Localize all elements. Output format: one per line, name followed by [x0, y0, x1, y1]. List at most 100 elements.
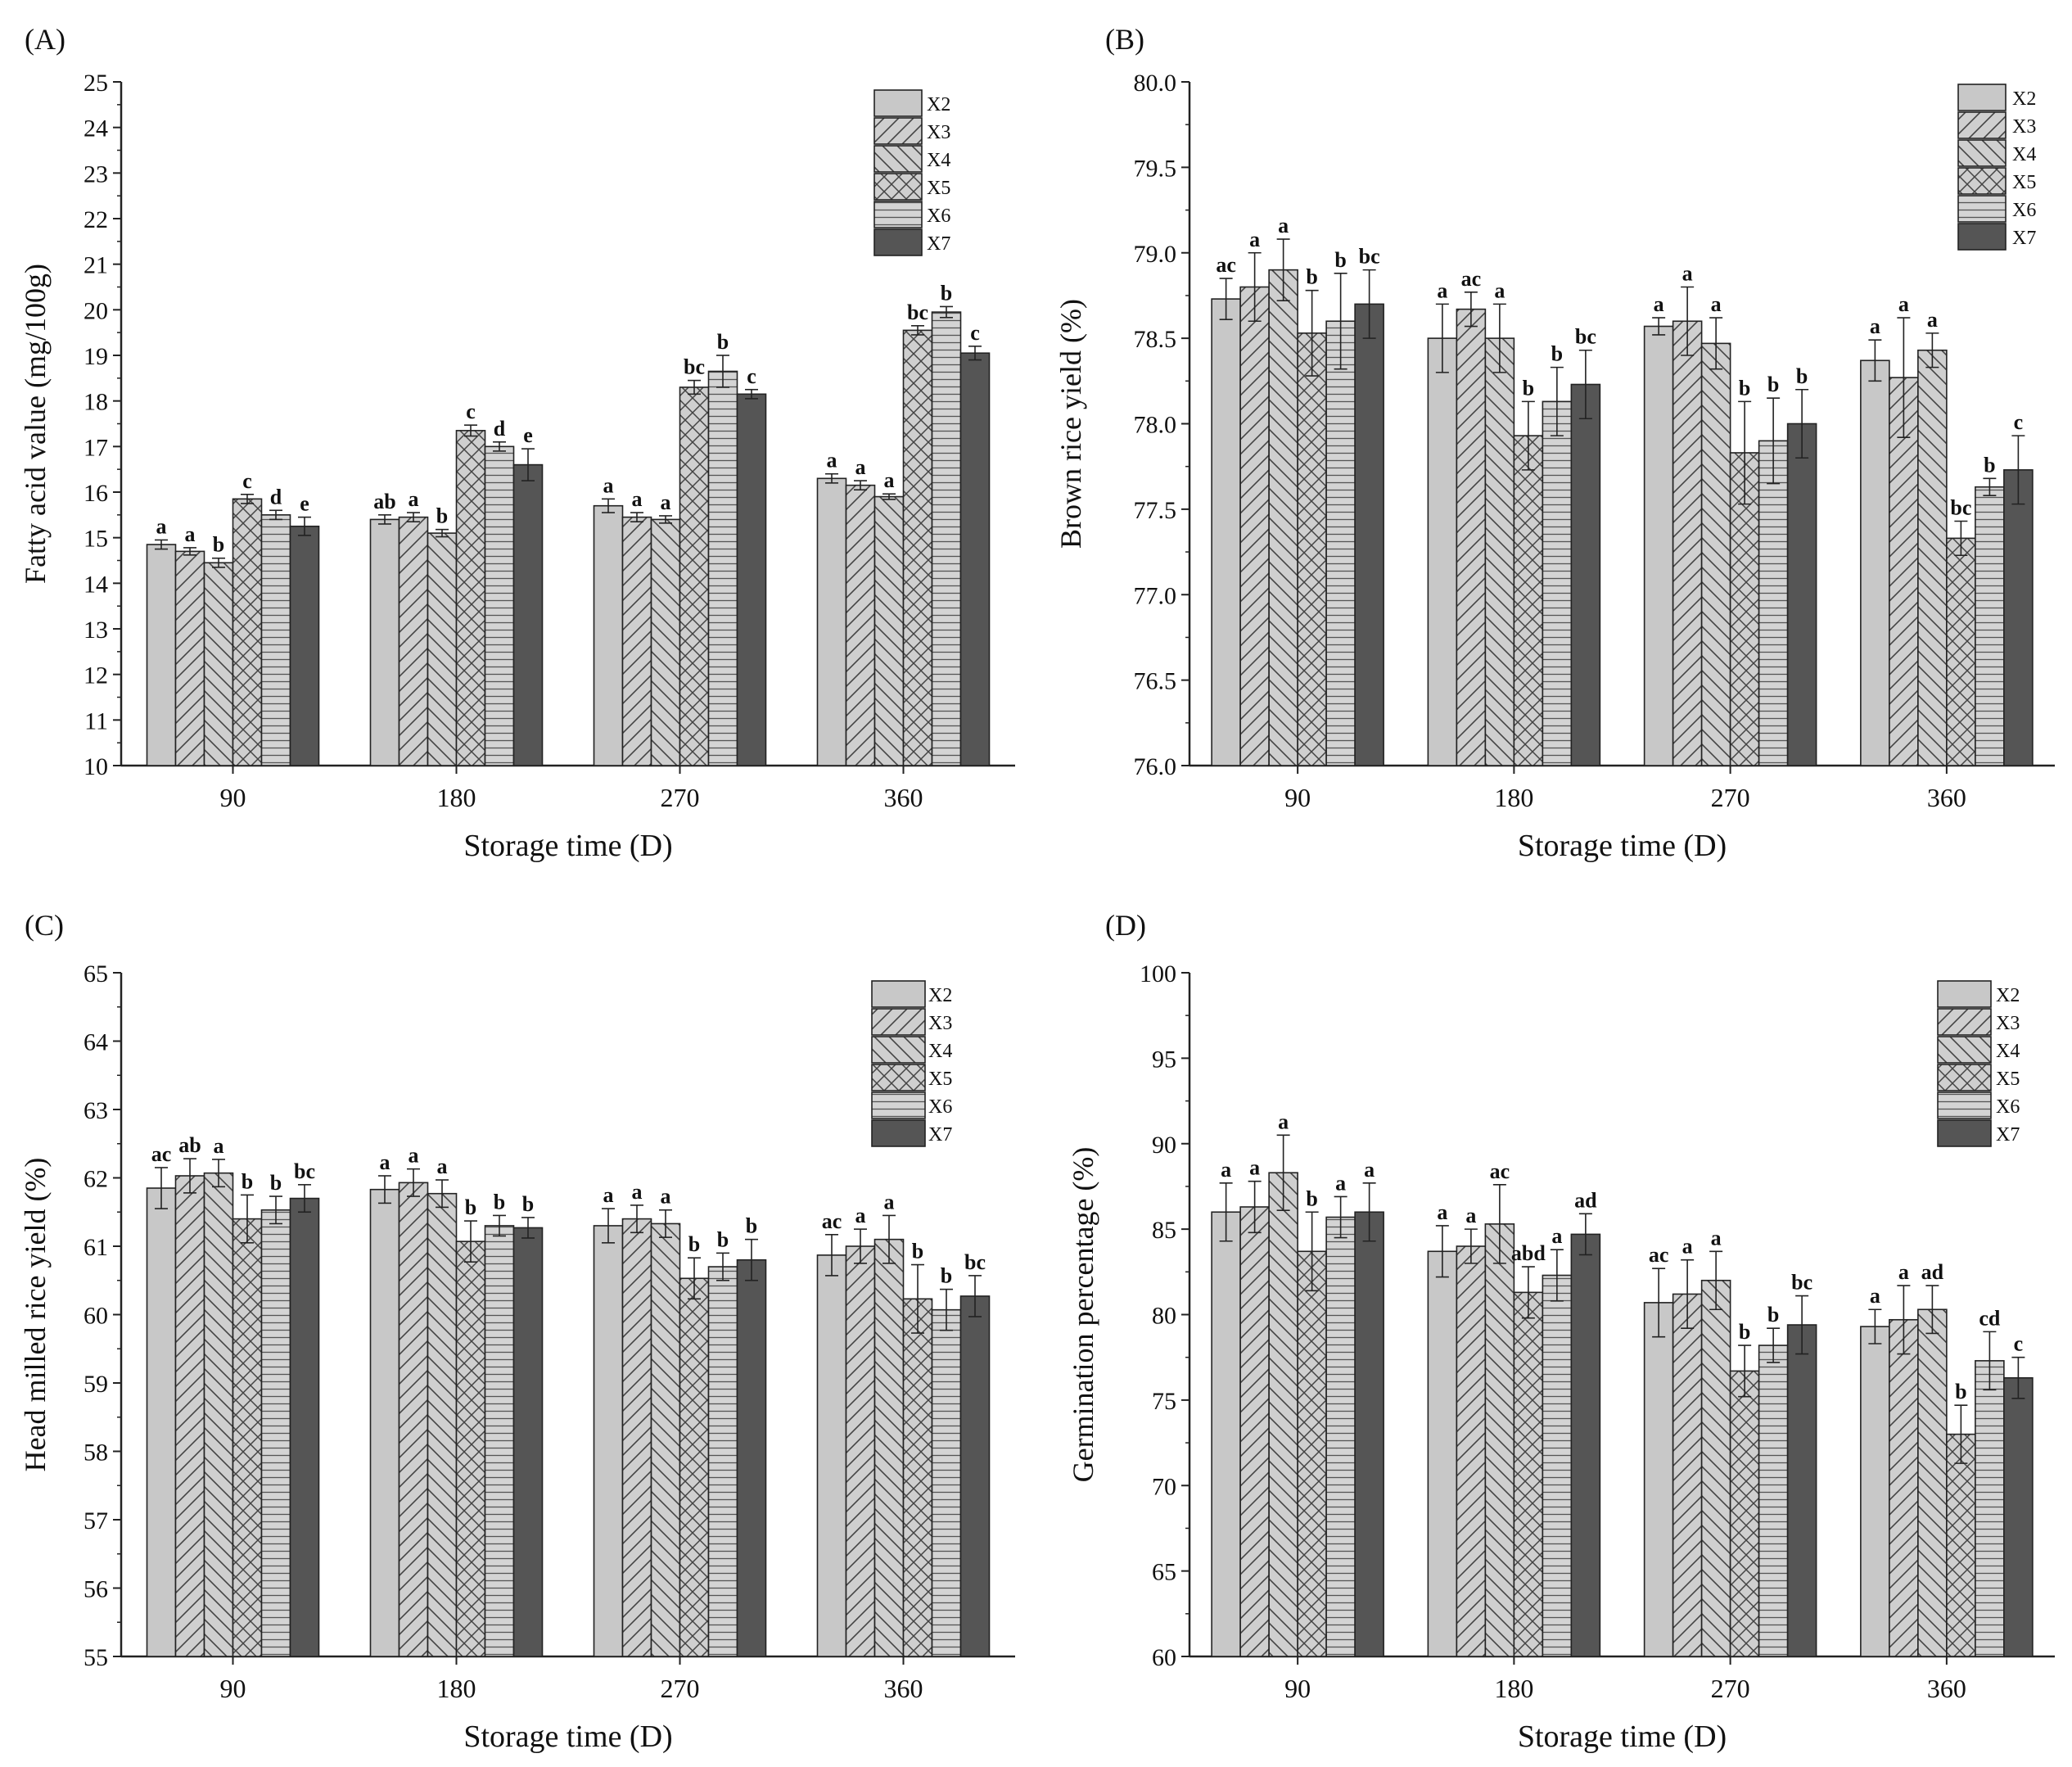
bar-X4-180: [427, 532, 458, 766]
significance-label: b: [436, 504, 448, 528]
significance-label: a: [1494, 278, 1505, 302]
bar-X6-180: [484, 1225, 515, 1657]
legend-swatch-X4: [873, 145, 923, 173]
significance-label: c: [747, 364, 756, 388]
significance-label: a: [437, 1155, 448, 1178]
significance-label: a: [185, 522, 196, 546]
legend-swatch-X2: [1957, 84, 2007, 111]
bar-X2-180: [1427, 337, 1458, 766]
legend-swatch-X7: [871, 1119, 926, 1147]
bar-X5-360: [1946, 1433, 1976, 1657]
bar-X7-270: [1786, 423, 1817, 766]
y-tick-label: 78.5: [1134, 326, 1177, 353]
bar-X4-90: [1268, 269, 1298, 766]
legend-swatch-X2: [871, 980, 926, 1008]
significance-label: b: [270, 1171, 282, 1195]
legend-swatch-X3: [1937, 1008, 1992, 1036]
bar-X7-90: [289, 1197, 320, 1657]
significance-label: bc: [907, 301, 928, 324]
bar-X6-270: [707, 1266, 738, 1657]
bar-X4-270: [1700, 342, 1731, 766]
chart-panel-2: (B) 76.0 76.5 77.0 77.5 78.0 78.5 79.0 79.5 80.0 B…: [1054, 23, 2055, 863]
y-tick-label: 63: [84, 1097, 108, 1124]
legend-label: X6: [2012, 200, 2036, 221]
bar-X7-90: [1354, 303, 1384, 766]
y-axis-label: Germination percentage (%): [1067, 1147, 1099, 1483]
significance-label: b: [242, 1169, 253, 1193]
bar-X6-360: [1975, 486, 2005, 766]
significance-label: a: [1437, 278, 1447, 302]
bar-X5-90: [1297, 332, 1327, 766]
bar-X5-360: [1946, 537, 1976, 766]
y-axis-label: Brown rice yield (%): [1054, 299, 1087, 549]
legend-label: X4: [927, 150, 950, 171]
significance-label: ac: [822, 1209, 842, 1233]
y-tick-label: 25: [84, 70, 108, 97]
bar-X4-180: [427, 1192, 458, 1657]
y-tick-label: 11: [84, 707, 108, 734]
significance-label: b: [213, 533, 224, 557]
significance-label: ad: [1574, 1188, 1597, 1212]
significance-label: b: [1306, 265, 1317, 289]
bar-X5-270: [1729, 1370, 1760, 1657]
significance-label: b: [688, 1232, 700, 1256]
y-tick-label: 78.0: [1134, 412, 1177, 439]
y-tick-label: 14: [84, 571, 108, 598]
significance-label: b: [941, 281, 952, 305]
bar-X6-360: [931, 1308, 962, 1657]
legend-label: X5: [1996, 1069, 2020, 1090]
significance-label: a: [1437, 1200, 1447, 1224]
significance-label: a: [1465, 1204, 1476, 1227]
bar-X3-180: [1456, 308, 1487, 766]
y-tick-label: 10: [84, 753, 108, 780]
significance-label: c: [2014, 1332, 2024, 1356]
significance-label: a: [1682, 1235, 1693, 1259]
significance-label: bc: [964, 1250, 986, 1274]
chart-panel-4: (D) 60 65 70 75 80 85 90 95 100 Germination percen…: [1067, 909, 2055, 1754]
bar-X3-90: [174, 550, 205, 766]
y-tick-label: 23: [84, 160, 108, 188]
significance-label: ac: [1461, 267, 1482, 291]
x-tick-label: 180: [1494, 783, 1533, 812]
bar-X6-90: [260, 514, 291, 766]
significance-label: abd: [1511, 1241, 1546, 1265]
legend-swatch-X2: [873, 89, 923, 117]
significance-label: a: [1278, 1109, 1289, 1133]
bar-X3-270: [621, 516, 652, 766]
y-tick-label: 79.0: [1134, 241, 1177, 268]
legend-swatch-X2: [1937, 980, 1992, 1008]
y-tick-label: 24: [84, 115, 108, 142]
legend-label: X2: [928, 985, 952, 1006]
bar-X6-360: [931, 311, 962, 766]
significance-label: a: [603, 1183, 614, 1207]
significance-label: ac: [1490, 1159, 1510, 1183]
bar-X7-360: [959, 352, 991, 766]
bar-X6-180: [1542, 400, 1573, 766]
bar-X2-270: [1643, 1302, 1674, 1657]
y-tick-label: 20: [84, 297, 108, 324]
bar-X7-270: [736, 393, 767, 766]
significance-label: b: [1551, 342, 1563, 366]
bar-X5-270: [679, 1277, 710, 1657]
y-axis-label: Head milled rice yield (%): [19, 1158, 52, 1472]
significance-label: b: [717, 1227, 729, 1251]
legend-swatch-X6: [1957, 195, 2007, 223]
bar-X5-90: [232, 1218, 263, 1657]
y-tick-label: 58: [84, 1439, 108, 1466]
legend-swatch-X3: [871, 1008, 926, 1036]
y-tick-label: 80.0: [1134, 70, 1177, 97]
x-axis-label: Storage time (D): [463, 829, 672, 863]
legend-label: X6: [1996, 1096, 2020, 1118]
significance-label: c: [2014, 410, 2024, 434]
bar-X3-270: [1672, 320, 1703, 766]
legend-label: X3: [1996, 1013, 2020, 1034]
bar-X6-360: [1975, 1360, 2005, 1657]
bar-X2-270: [593, 504, 624, 766]
bar-X3-360: [1889, 1318, 1919, 1657]
x-tick-label: 360: [1927, 1674, 1966, 1703]
bar-X4-90: [1268, 1172, 1298, 1657]
x-tick-label: 270: [661, 1674, 700, 1703]
legend-label: X6: [928, 1096, 952, 1118]
panel-label: (A): [25, 23, 65, 56]
